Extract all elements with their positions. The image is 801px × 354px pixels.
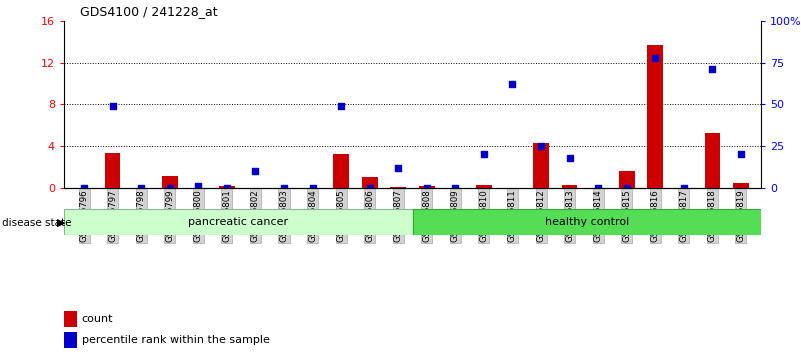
Bar xyxy=(219,186,235,188)
Point xyxy=(449,185,461,190)
Point xyxy=(421,185,433,190)
Bar xyxy=(533,143,549,188)
Point xyxy=(335,103,348,109)
Text: ▶: ▶ xyxy=(57,218,66,228)
Point xyxy=(220,185,233,190)
Point xyxy=(592,185,605,190)
Point xyxy=(477,152,490,157)
Text: GDS4100 / 241228_at: GDS4100 / 241228_at xyxy=(80,5,218,18)
Point xyxy=(107,103,119,109)
Text: count: count xyxy=(82,314,113,324)
Point xyxy=(678,185,690,190)
Bar xyxy=(390,187,406,188)
Bar xyxy=(64,332,77,348)
Point xyxy=(534,143,547,149)
Point xyxy=(364,185,376,190)
Point xyxy=(306,185,319,190)
Bar xyxy=(733,183,749,188)
Point xyxy=(192,183,205,189)
Bar xyxy=(647,45,663,188)
Bar xyxy=(476,184,492,188)
Bar xyxy=(105,153,120,188)
Bar xyxy=(64,311,77,327)
Bar xyxy=(419,185,435,188)
Text: pancreatic cancer: pancreatic cancer xyxy=(188,217,288,227)
Point xyxy=(506,82,519,87)
Point xyxy=(249,168,262,174)
Point xyxy=(135,185,147,190)
Bar xyxy=(413,209,761,235)
Text: healthy control: healthy control xyxy=(545,217,629,227)
Point xyxy=(620,185,633,190)
Text: disease state: disease state xyxy=(2,218,71,228)
Bar xyxy=(64,209,413,235)
Bar xyxy=(162,176,178,188)
Point xyxy=(392,165,405,171)
Point xyxy=(563,155,576,160)
Bar xyxy=(333,154,349,188)
Bar xyxy=(619,171,634,188)
Bar xyxy=(362,177,377,188)
Point xyxy=(78,185,91,190)
Point xyxy=(706,67,718,72)
Point xyxy=(163,185,176,190)
Point xyxy=(278,185,291,190)
Point xyxy=(649,55,662,61)
Point xyxy=(735,152,747,157)
Bar xyxy=(562,184,578,188)
Text: percentile rank within the sample: percentile rank within the sample xyxy=(82,335,269,345)
Bar xyxy=(705,132,720,188)
